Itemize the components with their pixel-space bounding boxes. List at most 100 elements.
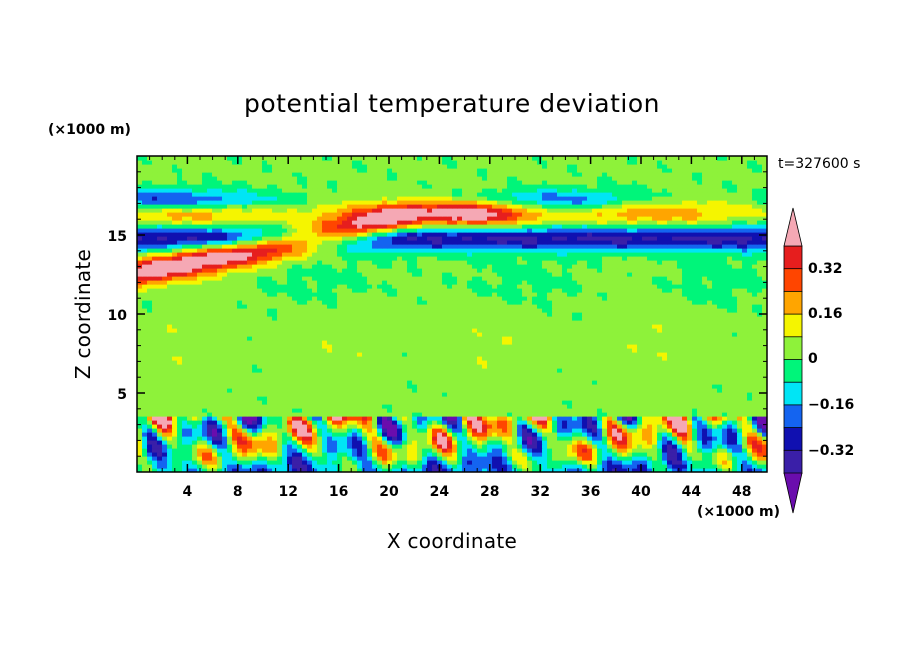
- contour-cell: [297, 320, 303, 325]
- contour-cell: [322, 364, 328, 369]
- contour-cell: [142, 348, 148, 353]
- contour-cell: [417, 352, 423, 357]
- contour-cell: [372, 324, 378, 329]
- contour-cell: [257, 384, 263, 389]
- contour-cell: [587, 436, 593, 441]
- contour-cell: [417, 424, 423, 429]
- contour-cell: [562, 396, 568, 401]
- contour-cell: [187, 360, 193, 365]
- contour-cell: [372, 384, 378, 389]
- contour-cell: [152, 448, 158, 453]
- contour-cell: [757, 404, 763, 409]
- contour-cell: [722, 452, 728, 457]
- contour-cell: [217, 356, 223, 361]
- contour-cell: [222, 464, 228, 469]
- contour-cell: [747, 428, 753, 433]
- contour-cell: [472, 324, 478, 329]
- contour-cell: [447, 368, 453, 373]
- contour-cell: [307, 452, 313, 457]
- contour-cell: [717, 416, 723, 421]
- contour-cell: [157, 380, 163, 385]
- contour-cell: [267, 392, 273, 397]
- contour-cell: [152, 424, 158, 429]
- contour-cell: [492, 448, 498, 453]
- contour-cell: [492, 368, 498, 373]
- contour-cell: [522, 452, 528, 457]
- contour-cell: [762, 384, 767, 389]
- contour-cell: [172, 376, 178, 381]
- contour-cell: [597, 456, 603, 461]
- contour-cell: [757, 460, 763, 465]
- contour-cell: [327, 396, 333, 401]
- contour-cell: [392, 376, 398, 381]
- contour-cell: [672, 364, 678, 369]
- contour-cell: [522, 368, 528, 373]
- contour-cell: [492, 384, 498, 389]
- contour-cell: [337, 400, 343, 405]
- contour-cell: [292, 440, 298, 445]
- contour-cell: [757, 356, 763, 361]
- contour-cell: [652, 416, 658, 421]
- contour-cell: [372, 424, 378, 429]
- contour-cell: [142, 376, 148, 381]
- contour-cell: [332, 428, 338, 433]
- contour-cell: [182, 312, 188, 317]
- contour-cell: [472, 400, 478, 405]
- contour-cell: [147, 428, 153, 433]
- contour-cell: [627, 368, 633, 373]
- contour-cell: [497, 432, 503, 437]
- contour-cell: [152, 396, 158, 401]
- contour-cell: [207, 336, 213, 341]
- contour-cell: [667, 348, 673, 353]
- contour-cell: [482, 456, 488, 461]
- contour-cell: [262, 356, 268, 361]
- contour-cell: [742, 336, 748, 341]
- contour-cell: [437, 372, 443, 377]
- contour-cell: [467, 404, 473, 409]
- contour-cell: [427, 436, 433, 441]
- contour-cell: [402, 320, 408, 325]
- contour-cell: [342, 396, 348, 401]
- contour-cell: [412, 440, 418, 445]
- contour-cell: [192, 424, 198, 429]
- contour-cell: [367, 424, 373, 429]
- contour-cell: [332, 412, 338, 417]
- contour-cell: [357, 412, 363, 417]
- contour-cell: [272, 336, 278, 341]
- contour-cell: [292, 348, 298, 353]
- contour-cell: [337, 412, 343, 417]
- contour-cell: [592, 320, 598, 325]
- contour-cell: [292, 416, 298, 421]
- contour-cell: [427, 344, 433, 349]
- contour-cell: [192, 380, 198, 385]
- contour-cell: [722, 368, 728, 373]
- contour-cell: [482, 360, 488, 365]
- contour-cell: [237, 324, 243, 329]
- contour-cell: [492, 444, 498, 449]
- contour-cell: [172, 348, 178, 353]
- contour-cell: [147, 416, 153, 421]
- contour-cell: [602, 368, 608, 373]
- contour-cell: [302, 404, 308, 409]
- contour-cell: [727, 428, 733, 433]
- contour-cell: [507, 316, 513, 321]
- contour-cell: [512, 372, 518, 377]
- contour-cell: [552, 452, 558, 457]
- contour-cell: [302, 436, 308, 441]
- contour-cell: [622, 324, 628, 329]
- contour-cell: [252, 404, 258, 409]
- contour-cell: [722, 420, 728, 425]
- contour-cell: [692, 360, 698, 365]
- contour-cell: [417, 356, 423, 361]
- contour-cell: [592, 396, 598, 401]
- contour-cell: [402, 456, 408, 461]
- contour-cell: [587, 392, 593, 397]
- contour-cell: [517, 456, 523, 461]
- contour-cell: [612, 424, 618, 429]
- contour-cell: [342, 336, 348, 341]
- contour-cell: [152, 408, 158, 413]
- contour-cell: [337, 328, 343, 333]
- contour-cell: [557, 400, 563, 405]
- contour-cell: [212, 348, 218, 353]
- contour-cell: [217, 444, 223, 449]
